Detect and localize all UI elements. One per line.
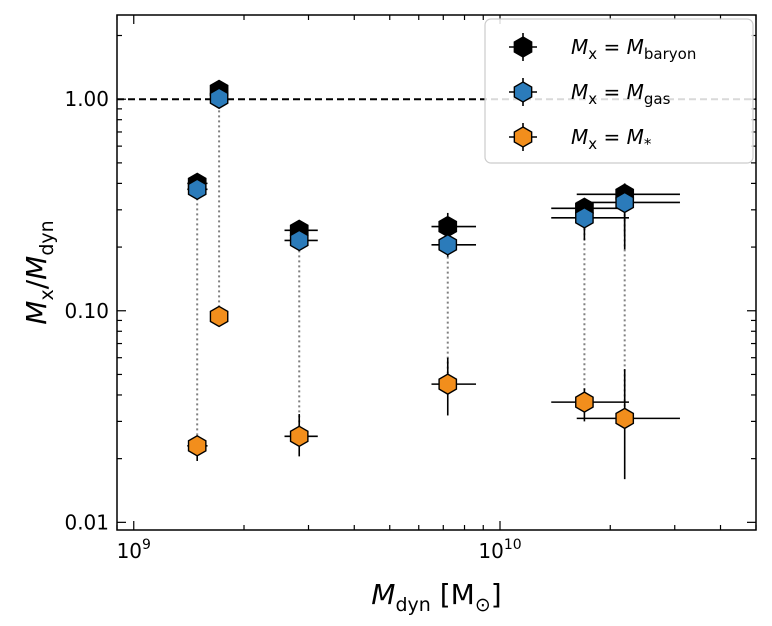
legend-label-part: gas xyxy=(644,90,671,108)
x-tick-label: 109 xyxy=(117,537,151,563)
y-axis-label-main2: M xyxy=(20,256,53,280)
legend-label: Mx = M* xyxy=(571,125,652,153)
series-2-marker xyxy=(289,425,309,448)
legend-label-part: x xyxy=(588,90,597,108)
ticks-layer xyxy=(116,15,757,530)
y-axis-label-slash: / xyxy=(20,279,53,289)
legend-marker xyxy=(513,126,533,148)
x-tick-label-base: 10 xyxy=(478,539,503,563)
legend-label-part: M xyxy=(627,125,644,149)
x-axis-label-spacer xyxy=(431,578,440,611)
series-2-marker xyxy=(209,305,229,328)
series-2-marker xyxy=(438,373,458,395)
legend-label-part: M xyxy=(571,35,588,59)
legend-label-part: = xyxy=(597,125,626,149)
y-axis-label-sub2: dyn xyxy=(36,220,58,255)
series-2-marker xyxy=(187,435,207,457)
y-tick-label: 0.01 xyxy=(64,510,109,534)
x-tick-label: 1010 xyxy=(478,537,521,563)
legend-label: Mx = Mgas xyxy=(571,80,671,108)
plot-frame xyxy=(116,14,757,531)
legend-marker xyxy=(513,36,533,58)
y-axis-label-sub: x xyxy=(36,289,58,300)
legend-label-part: M xyxy=(627,35,644,59)
series-1-marker xyxy=(187,178,207,201)
x-axis-label-unit: [M xyxy=(440,578,475,611)
series-0-marker xyxy=(438,215,458,238)
legend-marker xyxy=(513,81,533,103)
markers-layer xyxy=(187,79,635,457)
legend-label-part: baryon xyxy=(644,45,696,63)
legend-label-part: x xyxy=(588,135,597,153)
series-1-marker xyxy=(209,87,229,110)
series-1-marker xyxy=(615,191,635,214)
legend-label: Mx = Mbaryon xyxy=(571,35,696,63)
series-1-marker xyxy=(575,207,594,229)
legend-box xyxy=(484,18,754,164)
y-tick-label: 1.00 xyxy=(64,87,109,111)
series-2-marker xyxy=(615,407,635,430)
y-tick-label: 0.10 xyxy=(64,299,109,323)
x-axis-label-sub: dyn xyxy=(395,594,430,616)
x-tick-label-exponent: 9 xyxy=(142,537,151,553)
legend-label-part: x xyxy=(588,45,597,63)
series-1-marker xyxy=(289,229,309,252)
legend-label-part: M xyxy=(571,80,588,104)
x-axis-label-main: M xyxy=(371,578,395,611)
legend-label-part: * xyxy=(644,135,652,153)
series-1-marker xyxy=(438,234,458,256)
y-axis-label: Mx/Mdyn xyxy=(20,220,58,324)
x-tick-label-base: 10 xyxy=(117,539,142,563)
x-axis-label-unit-sub: ⊙ xyxy=(475,594,491,616)
x-axis-label-unit-close: ] xyxy=(491,578,502,611)
x-tick-label-exponent: 10 xyxy=(504,537,522,553)
legend-label-part: M xyxy=(627,80,644,104)
y-axis-label-main: M xyxy=(20,301,53,325)
legend-label-part: = xyxy=(597,80,626,104)
legend-label-part: M xyxy=(571,125,588,149)
legend-label-part: = xyxy=(597,35,626,59)
x-axis-label: Mdyn [M⊙] xyxy=(371,578,501,616)
series-2-marker xyxy=(575,391,594,413)
